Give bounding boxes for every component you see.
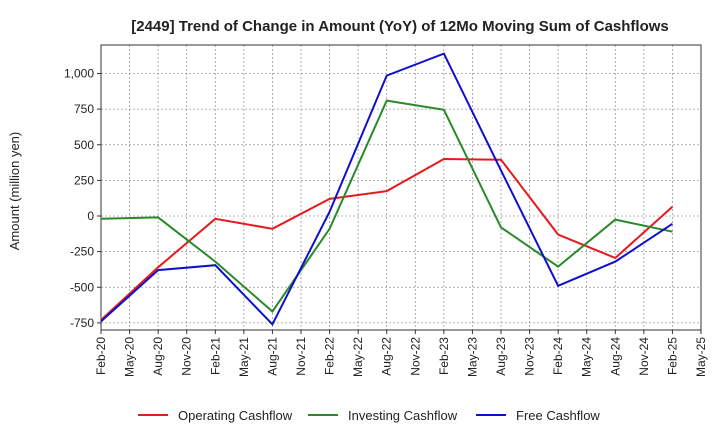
x-tick-label: Feb-23 <box>437 337 451 375</box>
plot-frame <box>100 44 702 331</box>
legend: Operating Cashflow Investing Cashflow Free… <box>138 408 600 423</box>
x-tick-label: Aug-22 <box>380 337 394 376</box>
x-tick-label: May-21 <box>237 337 251 377</box>
series-line-operating-cashflow <box>100 157 674 321</box>
x-tick-label: Nov-22 <box>408 337 422 376</box>
x-tick-label: Nov-24 <box>637 337 651 376</box>
x-tick-label: Feb-22 <box>323 337 337 375</box>
x-tick-label: Feb-24 <box>551 337 565 375</box>
x-tick-label: Feb-21 <box>208 337 222 375</box>
y-tick-label: -750 <box>70 316 94 330</box>
x-tick-label: Nov-21 <box>294 337 308 376</box>
legend-item-free-cashflow: Free Cashflow <box>476 408 600 423</box>
x-tick-label: Aug-21 <box>265 337 279 376</box>
legend-label: Investing Cashflow <box>348 408 458 423</box>
x-tick-label: May-23 <box>465 337 479 377</box>
legend-item-investing-cashflow: Investing Cashflow <box>308 408 458 423</box>
grid-lines <box>100 45 702 330</box>
y-tick-label: 750 <box>74 102 94 116</box>
legend-label: Operating Cashflow <box>178 408 293 423</box>
x-tick-label: Nov-20 <box>180 337 194 376</box>
series-line-free-cashflow <box>100 52 673 327</box>
x-tick-label: Nov-23 <box>523 337 537 376</box>
x-tick-label: Aug-24 <box>608 337 622 376</box>
y-tick-label: 500 <box>74 138 94 152</box>
x-tick-label: May-20 <box>123 337 137 377</box>
y-tick-label: 1,000 <box>64 67 94 81</box>
x-tick-label: May-25 <box>694 337 708 377</box>
axes: -750 -500 -250 0 250 500 750 1,000 Feb-20 May-20 A… <box>64 44 708 377</box>
x-tick-label: May-24 <box>580 337 594 377</box>
series-line-investing-cashflow <box>100 99 673 313</box>
y-tick-label: 0 <box>87 209 94 223</box>
x-tick-label: Aug-20 <box>151 337 165 376</box>
y-tick-label: 250 <box>74 173 94 187</box>
x-tick-label: Aug-23 <box>494 337 508 376</box>
y-tick-label: -500 <box>70 280 94 294</box>
x-tick-label: May-22 <box>351 337 365 377</box>
x-tick-label: Feb-25 <box>665 337 679 375</box>
series-group <box>100 52 674 327</box>
x-tick-label: Feb-20 <box>94 337 108 375</box>
legend-label: Free Cashflow <box>516 408 600 423</box>
y-axis-label: Amount (million yen) <box>7 132 22 251</box>
legend-item-operating-cashflow: Operating Cashflow <box>138 408 293 423</box>
y-tick-label: -250 <box>70 245 94 259</box>
chart-title: [2449] Trend of Change in Amount (YoY) o… <box>131 18 669 35</box>
